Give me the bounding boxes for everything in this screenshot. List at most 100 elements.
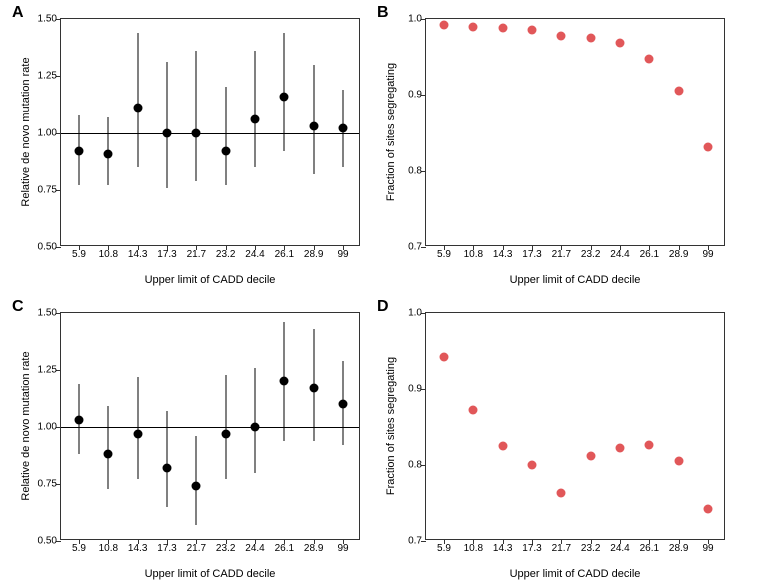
data-point — [133, 429, 142, 438]
y-tick-label: 1.50 — [38, 14, 61, 25]
x-tick-label: 10.8 — [464, 245, 483, 260]
data-point — [586, 451, 595, 460]
data-point — [528, 461, 537, 470]
data-point — [163, 464, 172, 473]
error-bar — [255, 368, 256, 473]
x-tick-label: 5.9 — [437, 245, 451, 260]
data-point — [645, 441, 654, 450]
error-bar — [167, 62, 168, 187]
panel-d-y-axis-label: Fraction of sites segregating — [385, 312, 397, 540]
data-point — [280, 377, 289, 386]
panel-b-x-axis-label: Upper limit of CADD decile — [425, 274, 725, 286]
x-tick-label: 23.2 — [581, 245, 600, 260]
x-tick-label: 10.8 — [99, 539, 118, 554]
y-tick-label: 1.0 — [408, 308, 426, 319]
x-tick-label: 21.7 — [552, 245, 571, 260]
x-tick-label: 17.3 — [522, 245, 541, 260]
data-point — [586, 34, 595, 43]
x-tick-label: 24.4 — [245, 245, 264, 260]
x-tick-label: 99 — [337, 245, 348, 260]
data-point — [163, 129, 172, 138]
data-point — [557, 31, 566, 40]
x-tick-label: 21.7 — [187, 245, 206, 260]
panel-d-plot-area: 0.70.80.91.05.910.814.317.321.723.224.42… — [425, 312, 725, 540]
data-point — [645, 54, 654, 63]
x-tick-label: 26.1 — [275, 245, 294, 260]
data-point — [251, 423, 260, 432]
x-tick-label: 17.3 — [522, 539, 541, 554]
x-tick-label: 17.3 — [157, 245, 176, 260]
y-tick-label: 0.75 — [38, 479, 61, 490]
data-point — [616, 444, 625, 453]
data-point — [704, 505, 713, 514]
panel-d-x-axis-label: Upper limit of CADD decile — [425, 568, 725, 580]
data-point — [498, 442, 507, 451]
x-tick-label: 99 — [337, 539, 348, 554]
error-bar — [255, 51, 256, 167]
x-tick-label: 14.3 — [128, 245, 147, 260]
data-point — [528, 26, 537, 35]
y-tick-label: 0.50 — [38, 242, 61, 253]
y-tick-label: 0.75 — [38, 185, 61, 196]
error-bar — [196, 436, 197, 525]
data-point — [440, 353, 449, 362]
y-tick-label: 0.8 — [408, 166, 426, 177]
x-tick-label: 14.3 — [128, 539, 147, 554]
figure-grid: 0.50 0.75 1.00 1.25 1.50 5.9 10.8 14.3 17.3 21.7 2… — [0, 0, 758, 587]
y-tick-label: 0.9 — [408, 384, 426, 395]
x-tick-label: 23.2 — [216, 539, 235, 554]
y-tick-label: 1.25 — [38, 365, 61, 376]
data-point — [75, 147, 84, 156]
data-point — [192, 482, 201, 491]
panel-b-plot-area: 0.70.80.91.05.910.814.317.321.723.224.42… — [425, 18, 725, 246]
data-point — [498, 24, 507, 33]
data-point — [674, 87, 683, 96]
data-point — [309, 384, 318, 393]
data-point — [133, 103, 142, 112]
x-tick-label: 21.7 — [552, 539, 571, 554]
error-bar — [313, 65, 314, 174]
data-point — [339, 124, 348, 133]
x-tick-label: 14.3 — [493, 539, 512, 554]
error-bar — [137, 33, 138, 168]
x-tick-label: 28.9 — [669, 245, 688, 260]
x-tick-label: 26.1 — [640, 245, 659, 260]
x-tick-label: 28.9 — [669, 539, 688, 554]
y-tick-label: 0.8 — [408, 460, 426, 471]
y-tick-label: 1.25 — [38, 71, 61, 82]
error-bar — [167, 411, 168, 507]
data-point — [339, 400, 348, 409]
data-point — [616, 39, 625, 48]
data-point — [440, 21, 449, 30]
panel-a-plot-area: 0.500.751.001.251.505.910.814.317.321.72… — [60, 18, 360, 246]
x-tick-label: 14.3 — [493, 245, 512, 260]
data-point — [192, 129, 201, 138]
panel-c-y-axis-label: Relative de novo mutation rate — [20, 312, 32, 540]
x-tick-label: 24.4 — [245, 539, 264, 554]
x-tick-label: 17.3 — [157, 539, 176, 554]
data-point — [469, 406, 478, 415]
data-point — [251, 115, 260, 124]
panel-a-y-axis-label: Relative de novo mutation rate — [20, 18, 32, 246]
x-tick-label: 10.8 — [464, 539, 483, 554]
x-tick-label: 26.1 — [640, 539, 659, 554]
panel-a-x-axis-label: Upper limit of CADD decile — [60, 274, 360, 286]
panel-b-y-axis-label: Fraction of sites segregating — [385, 18, 397, 246]
data-point — [704, 142, 713, 151]
data-point — [280, 92, 289, 101]
x-tick-label: 21.7 — [187, 539, 206, 554]
y-tick-label: 0.7 — [408, 536, 426, 547]
x-tick-label: 5.9 — [437, 539, 451, 554]
x-tick-label: 5.9 — [72, 245, 86, 260]
reference-line — [61, 133, 359, 134]
y-tick-label: 0.50 — [38, 536, 61, 547]
y-tick-label: 1.00 — [38, 422, 61, 433]
error-bar — [225, 375, 226, 480]
x-tick-label: 28.9 — [304, 245, 323, 260]
data-point — [309, 122, 318, 131]
x-tick-label: 99 — [702, 539, 713, 554]
error-bar — [108, 406, 109, 488]
data-point — [75, 416, 84, 425]
error-bar — [196, 51, 197, 181]
data-point — [557, 489, 566, 498]
